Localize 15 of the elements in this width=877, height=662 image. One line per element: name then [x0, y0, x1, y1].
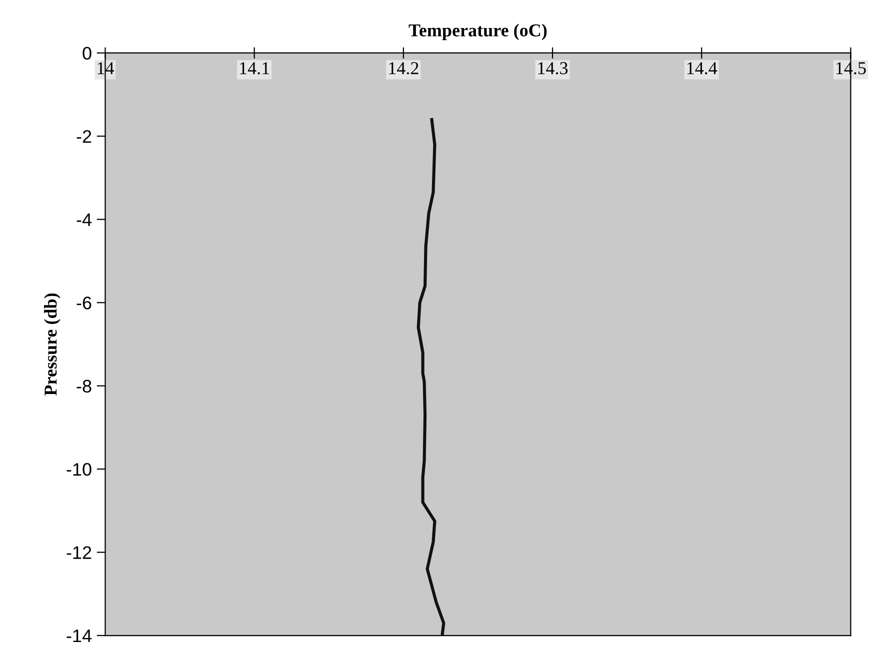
line-series — [416, 118, 446, 636]
x-tick-label: 14.4 — [687, 62, 718, 74]
y-axis-title: Pressure (db) — [44, 293, 60, 396]
y-tick-label: -4 — [76, 214, 92, 226]
x-tick-label: 14.2 — [389, 62, 418, 74]
y-tick-label: -8 — [76, 380, 92, 393]
y-tick-label: 0 — [82, 46, 92, 60]
x-tick-label: 14.3 — [538, 62, 568, 74]
y-tick-label: -6 — [76, 296, 92, 310]
x-tick-label: 14.1 — [240, 62, 270, 74]
y-tick-label: -12 — [66, 546, 92, 559]
y-tick-label: -2 — [76, 130, 92, 143]
y-tick-label: -14 — [66, 630, 92, 642]
x-axis-title: Temperature (oC) — [408, 24, 547, 40]
y-tick-label: -10 — [66, 463, 92, 476]
